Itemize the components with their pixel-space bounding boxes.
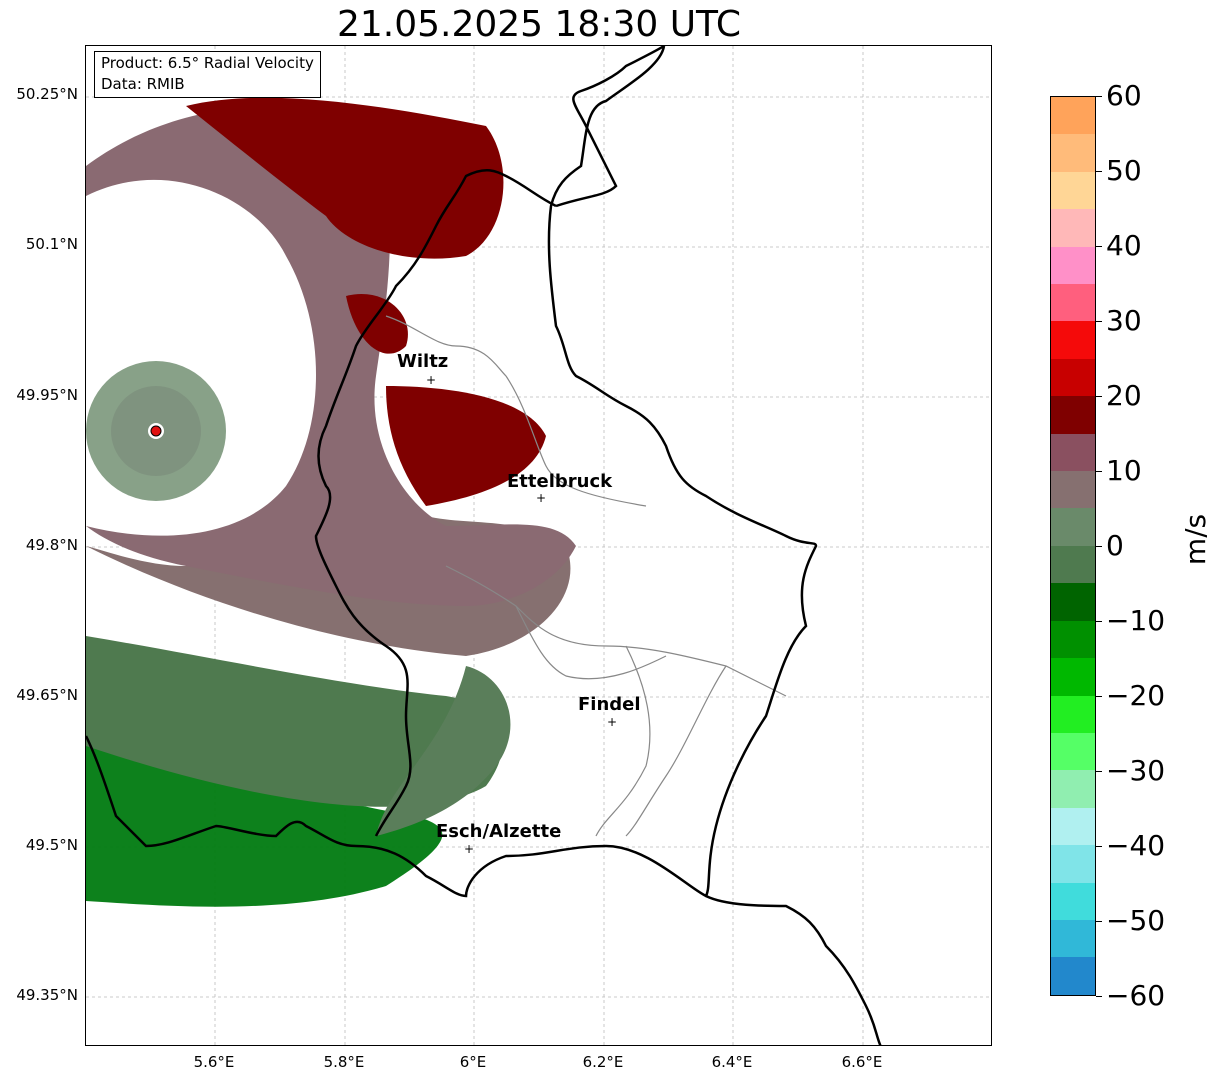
colorbar-tick bbox=[1096, 546, 1102, 547]
colorbar-tick bbox=[1096, 771, 1102, 772]
city-label-findel: Findel bbox=[578, 694, 641, 715]
city-marker-ettelbruck: + bbox=[536, 491, 546, 505]
colorbar-tick bbox=[1096, 246, 1102, 247]
colorbar-segment bbox=[1051, 957, 1095, 995]
lon-label: 5.6°E bbox=[193, 1053, 235, 1071]
colorbar-tick-label: 20 bbox=[1106, 379, 1142, 412]
country-border bbox=[86, 46, 818, 898]
colorbar-segment bbox=[1051, 545, 1095, 584]
colorbar-segment bbox=[1051, 321, 1095, 359]
colorbar-segment bbox=[1051, 919, 1095, 958]
city-marker-findel: + bbox=[607, 715, 617, 729]
lon-label: 6°E bbox=[459, 1053, 487, 1071]
map-title: 21.05.2025 18:30 UTC bbox=[336, 4, 742, 45]
lat-label: 49.35°N bbox=[16, 986, 78, 1004]
canton-borders bbox=[385, 315, 787, 837]
colorbar-segment bbox=[1051, 246, 1095, 285]
colorbar-segment bbox=[1051, 845, 1095, 883]
colorbar-segment bbox=[1051, 97, 1095, 135]
colorbar-tick-label: 0 bbox=[1106, 529, 1124, 562]
radar-velocity-field bbox=[86, 97, 576, 907]
colorbar-segment bbox=[1051, 882, 1095, 920]
colorbar-tick bbox=[1096, 996, 1102, 997]
city-label-wiltz: Wiltz bbox=[397, 351, 449, 372]
colorbar-segment bbox=[1051, 134, 1095, 172]
colorbar-tick-label: −20 bbox=[1106, 679, 1166, 712]
lat-label: 49.8°N bbox=[25, 536, 78, 554]
lon-label: 5.8°E bbox=[323, 1053, 365, 1071]
colorbar-segment bbox=[1051, 171, 1095, 210]
city-markers: + + + + bbox=[426, 373, 617, 856]
colorbar-tick-label: −60 bbox=[1106, 979, 1166, 1012]
lat-label: 50.1°N bbox=[25, 235, 78, 253]
colorbar-tick-label: 40 bbox=[1106, 229, 1142, 262]
radar-site-marker bbox=[150, 425, 162, 437]
colorbar-tick bbox=[1096, 321, 1102, 322]
colorbar-tick-label: −10 bbox=[1106, 604, 1166, 637]
colorbar-segment bbox=[1051, 209, 1095, 247]
city-marker-wiltz: + bbox=[426, 373, 436, 387]
colorbar-tick-label: −30 bbox=[1106, 754, 1166, 787]
colorbar-segment bbox=[1051, 807, 1095, 846]
colorbar bbox=[1050, 96, 1096, 996]
colorbar-segment bbox=[1051, 471, 1095, 509]
moselle-border bbox=[705, 894, 882, 1045]
lat-label: 49.5°N bbox=[25, 836, 78, 854]
colorbar-segment bbox=[1051, 583, 1095, 621]
colorbar-tick bbox=[1096, 696, 1102, 697]
our-border bbox=[555, 46, 665, 208]
lat-label: 49.95°N bbox=[16, 386, 78, 404]
colorbar-segment bbox=[1051, 396, 1095, 434]
colorbar-segment bbox=[1051, 620, 1095, 659]
colorbar-unit-label: m/s bbox=[1179, 513, 1207, 566]
colorbar-tick-label: −40 bbox=[1106, 829, 1166, 862]
colorbar-segment bbox=[1051, 508, 1095, 546]
belgium-border bbox=[314, 169, 557, 837]
lat-label: 49.65°N bbox=[16, 686, 78, 704]
map-canvas: + + + + bbox=[86, 46, 991, 1045]
city-marker-esch: + bbox=[464, 842, 474, 856]
colorbar-tick bbox=[1096, 921, 1102, 922]
colorbar-segment bbox=[1051, 695, 1095, 733]
colorbar-segment bbox=[1051, 433, 1095, 472]
colorbar-tick-label: −50 bbox=[1106, 904, 1166, 937]
colorbar-segment bbox=[1051, 658, 1095, 696]
colorbar-segment bbox=[1051, 732, 1095, 771]
colorbar-segment bbox=[1051, 770, 1095, 808]
city-label-esch: Esch/Alzette bbox=[436, 821, 562, 842]
data-source-label: Data: RMIB bbox=[101, 75, 185, 93]
lon-label: 6.4°E bbox=[711, 1053, 753, 1071]
colorbar-tick-label: 30 bbox=[1106, 304, 1142, 337]
colorbar-tick bbox=[1096, 471, 1102, 472]
colorbar-segment bbox=[1051, 284, 1095, 322]
colorbar-segment bbox=[1051, 358, 1095, 397]
radar-map[interactable]: + + + + bbox=[85, 45, 992, 1046]
colorbar-tick bbox=[1096, 96, 1102, 97]
colorbar-tick bbox=[1096, 846, 1102, 847]
colorbar-tick-label: 50 bbox=[1106, 154, 1142, 187]
city-label-ettelbruck: Ettelbruck bbox=[507, 471, 613, 492]
colorbar-tick bbox=[1096, 171, 1102, 172]
lon-label: 6.2°E bbox=[582, 1053, 624, 1071]
colorbar-tick-label: 10 bbox=[1106, 454, 1142, 487]
lon-label: 6.6°E bbox=[841, 1053, 883, 1071]
product-info-box: Product: 6.5° Radial Velocity Data: RMIB bbox=[94, 51, 321, 98]
lat-label: 50.25°N bbox=[16, 85, 78, 103]
product-label: Product: 6.5° Radial Velocity bbox=[101, 54, 314, 72]
colorbar-tick-label: 60 bbox=[1106, 79, 1142, 112]
colorbar-tick bbox=[1096, 621, 1102, 622]
colorbar-tick bbox=[1096, 396, 1102, 397]
